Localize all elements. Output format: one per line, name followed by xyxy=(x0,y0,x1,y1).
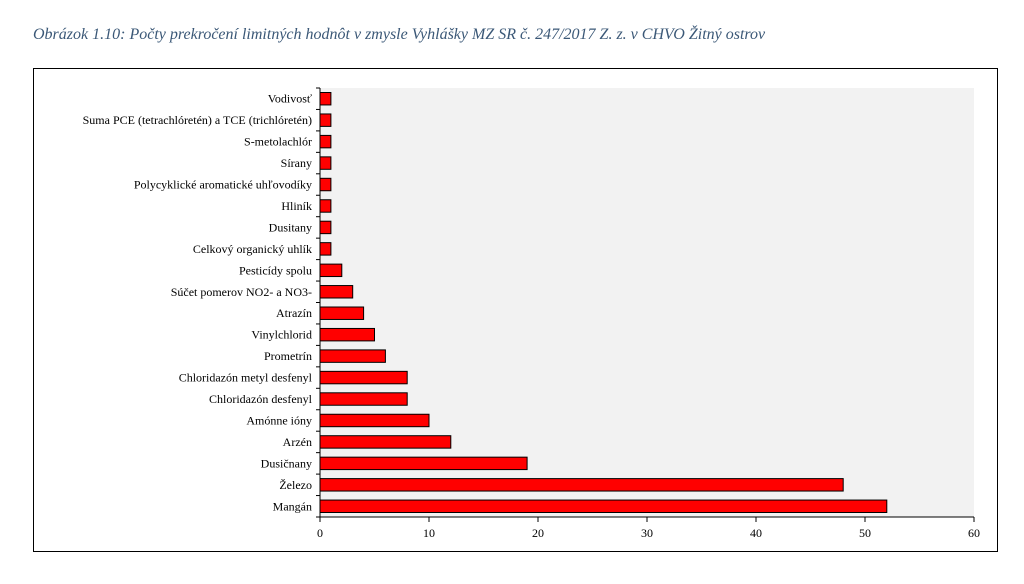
category-label-6: Hliník xyxy=(281,199,312,213)
category-label-8: Celkový organický uhlík xyxy=(193,242,312,256)
category-label-17: Arzén xyxy=(283,435,312,449)
category-labels-group: Vodivosť Suma PCE (tetrachlóretén) a TCE … xyxy=(83,92,313,514)
bar-chart: Vodivosť Suma PCE (tetrachlóretén) a TCE … xyxy=(83,87,980,540)
category-label-19: Železo xyxy=(279,478,312,492)
x-tick-label: 60 xyxy=(968,526,980,540)
bar-18 xyxy=(319,456,528,471)
bar-16 xyxy=(319,413,430,428)
x-tick-label: 10 xyxy=(423,526,435,540)
bar-15 xyxy=(319,392,408,406)
bar-2 xyxy=(319,113,332,127)
category-label-18: Dusičnany xyxy=(261,456,312,470)
bar-5 xyxy=(319,177,332,192)
bars-group xyxy=(319,92,888,513)
bar-10 xyxy=(319,285,354,299)
chart-frame: Vodivosť Suma PCE (tetrachlóretén) a TCE … xyxy=(33,68,998,552)
bar-6 xyxy=(319,199,332,213)
bar-12 xyxy=(319,327,375,342)
bar-3 xyxy=(319,134,332,149)
category-label-4: Sírany xyxy=(281,156,312,170)
x-tick-label: 40 xyxy=(750,526,762,540)
figure-caption: Obrázok 1.10: Počty prekročení limitných… xyxy=(33,26,766,43)
x-tick-label: 20 xyxy=(532,526,544,540)
bar-13 xyxy=(319,349,386,363)
category-label-1: Vodivosť xyxy=(268,92,312,106)
bar-17 xyxy=(319,435,452,449)
category-label-10: Súčet pomerov NO2- a NO3- xyxy=(171,285,312,299)
x-tick-label: 30 xyxy=(641,526,653,540)
bar-8 xyxy=(319,242,332,256)
category-label-3: S-metolachlór xyxy=(244,135,312,149)
bar-1 xyxy=(319,92,332,106)
category-label-7: Dusitany xyxy=(269,220,312,234)
category-label-12: Vinylchlorid xyxy=(251,328,312,342)
category-label-5: Polycyklické aromatické uhľovodíky xyxy=(134,178,312,192)
category-label-2: Suma PCE (tetrachlóretén) a TCE (trichló… xyxy=(83,113,312,127)
bar-20 xyxy=(319,499,888,513)
category-label-16: Amónne ióny xyxy=(246,413,312,427)
x-tick-label: 0 xyxy=(317,526,323,540)
category-label-20: Mangán xyxy=(273,499,312,513)
category-label-13: Prometrín xyxy=(264,349,312,363)
bar-9 xyxy=(319,263,343,278)
category-label-9: Pesticídy spolu xyxy=(239,263,312,277)
bar-19 xyxy=(319,478,844,492)
axes-group: 0 10 20 30 40 50 60 xyxy=(316,87,980,540)
bar-14 xyxy=(319,370,408,385)
category-label-11: Atrazín xyxy=(276,306,312,320)
category-label-14: Chloridazón metyl desfenyl xyxy=(179,371,313,385)
bar-7 xyxy=(319,220,332,235)
bar-11 xyxy=(319,306,365,320)
plot-area xyxy=(320,88,974,517)
x-tick-label: 50 xyxy=(859,526,871,540)
bar-4 xyxy=(319,156,332,170)
category-label-15: Chloridazón desfenyl xyxy=(209,392,313,406)
